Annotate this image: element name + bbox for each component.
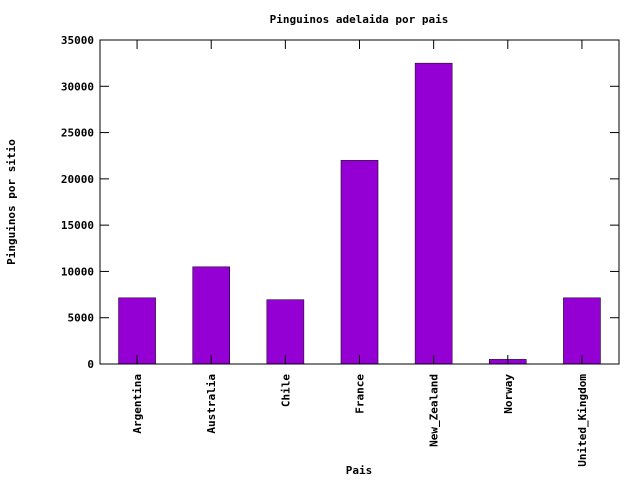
y-tick-label: 35000: [61, 34, 94, 47]
bar-france: [340, 160, 379, 365]
y-axis-ticks: 0 5000 10000 15000 20000 25000 30000 35000: [61, 34, 619, 371]
y-tick-label: 20000: [61, 173, 94, 186]
bars: [118, 62, 601, 365]
x-tick-label: Norway: [502, 374, 515, 414]
bar-united-kingdom: [563, 297, 601, 365]
x-tick-label: Chile: [279, 374, 292, 407]
x-tick-label: United_Kingdom: [576, 374, 589, 467]
x-tick-label: New_Zealand: [428, 374, 441, 447]
bar-new-zealand: [414, 62, 453, 365]
x-tick-label: Australia: [205, 374, 218, 434]
bar-chile: [266, 299, 305, 365]
y-tick-label: 5000: [68, 312, 95, 325]
y-tick-label: 30000: [61, 80, 94, 93]
y-tick-label: 0: [87, 358, 94, 371]
bar-argentina: [118, 297, 156, 365]
y-axis-label: Pinguinos por sitio: [5, 139, 18, 265]
bar-australia: [192, 266, 231, 365]
y-tick-label: 15000: [61, 219, 94, 232]
x-axis-label: Pais: [346, 464, 373, 477]
x-tick-label: Argentina: [131, 374, 144, 434]
chart-title: Pinguinos adelaida por pais: [270, 13, 449, 26]
plot-frame: [99, 39, 620, 365]
y-tick-label: 25000: [61, 127, 94, 140]
x-tick-label: France: [354, 374, 367, 414]
y-tick-label: 10000: [61, 265, 94, 278]
x-axis-ticks: Argentina Australia Chile France New_Zealand…: [131, 40, 589, 467]
